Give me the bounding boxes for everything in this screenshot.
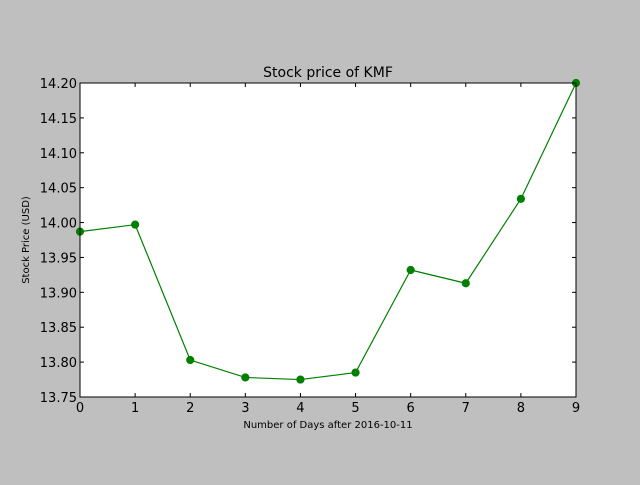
plot-area bbox=[80, 83, 576, 397]
data-point bbox=[186, 355, 195, 365]
x-tick-label: 8 bbox=[517, 401, 525, 416]
y-tick-label: 13.75 bbox=[40, 391, 77, 406]
data-point bbox=[241, 373, 250, 382]
x-tick-labels: 0 1 2 3 4 5 6 7 8 9 bbox=[76, 401, 580, 416]
x-tick-label: 5 bbox=[351, 401, 359, 416]
x-tick-label: 4 bbox=[296, 401, 304, 416]
x-tick-label: 2 bbox=[186, 401, 194, 416]
y-tick-label: 14.00 bbox=[40, 217, 77, 232]
y-tick-label: 14.05 bbox=[40, 182, 77, 197]
x-tick-label: 1 bbox=[131, 401, 139, 416]
data-point bbox=[131, 220, 140, 229]
data-point bbox=[296, 375, 305, 384]
x-axis-label: Number of Days after 2016-10-11 bbox=[243, 420, 412, 431]
plot-frame bbox=[79, 82, 577, 398]
y-tick-label: 14.10 bbox=[40, 147, 77, 162]
x-tick-label: 7 bbox=[462, 401, 470, 416]
y-tick-labels: 13.75 13.80 13.85 13.90 13.95 14.00 14.05 14.10… bbox=[40, 77, 77, 406]
y-tick-label: 14.15 bbox=[40, 112, 77, 127]
y-axis-label: Stock Price (USD) bbox=[21, 196, 32, 284]
data-point bbox=[461, 279, 470, 288]
data-point bbox=[406, 265, 415, 275]
y-tick-label: 14.20 bbox=[40, 77, 77, 92]
y-tick-label: 13.90 bbox=[40, 286, 77, 301]
x-tick-label: 6 bbox=[407, 401, 415, 416]
x-tick-label: 3 bbox=[241, 401, 249, 416]
chart-title: Stock price of KMF bbox=[263, 65, 393, 81]
x-tick-label: 9 bbox=[572, 401, 580, 416]
x-tick-label: 0 bbox=[76, 401, 84, 416]
data-point bbox=[351, 368, 360, 377]
y-tick-label: 13.95 bbox=[40, 251, 77, 266]
y-tick-label: 13.85 bbox=[40, 321, 77, 336]
data-point bbox=[516, 194, 525, 203]
y-tick-label: 13.80 bbox=[40, 356, 77, 371]
series-line bbox=[79, 82, 577, 381]
